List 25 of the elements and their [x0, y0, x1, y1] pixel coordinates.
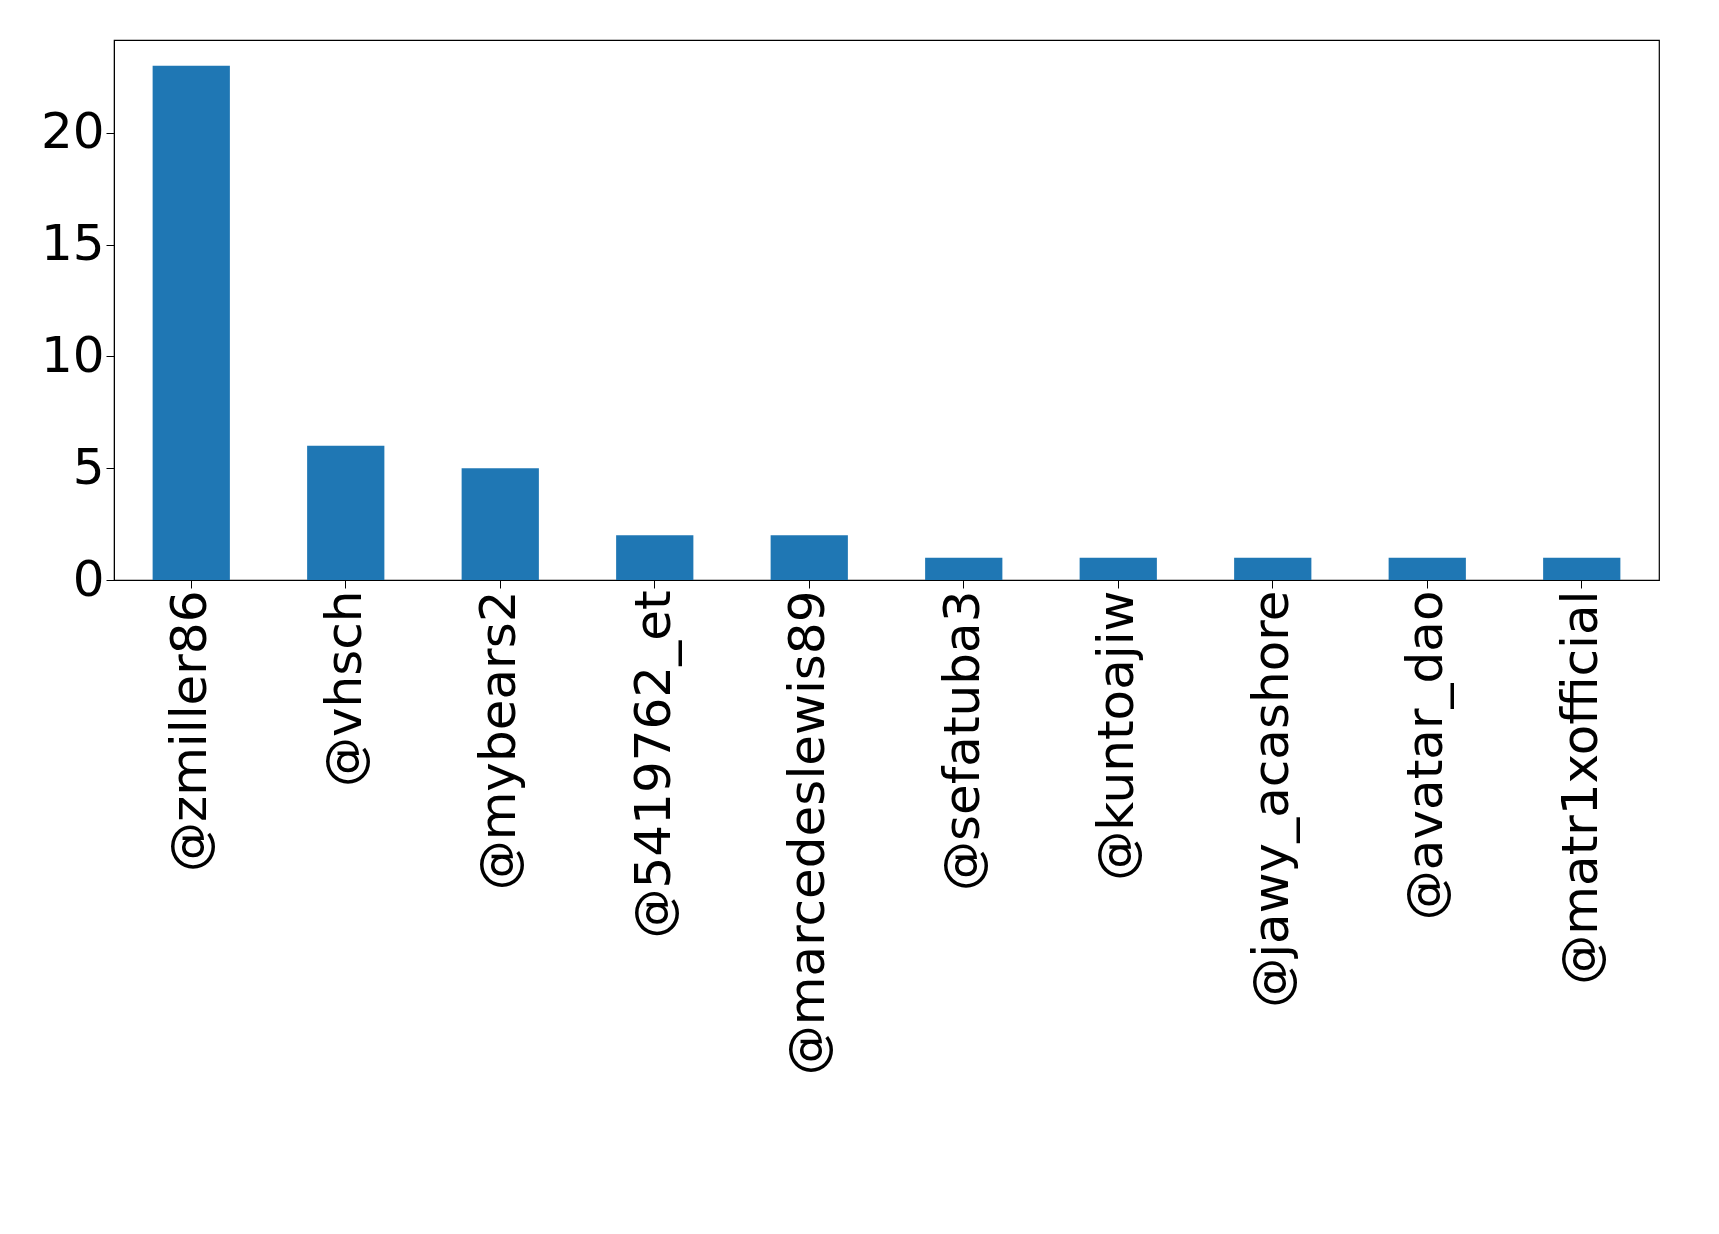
bar: [1079, 557, 1157, 580]
bar: [1234, 557, 1312, 580]
bar: [616, 535, 694, 580]
y-tick-label: 15: [40, 214, 105, 273]
bar: [925, 557, 1003, 580]
bar: [770, 535, 848, 580]
x-tick-label: @vhsch: [314, 590, 373, 788]
x-tick-label: @zmiller86: [160, 590, 219, 873]
bar: [1388, 557, 1466, 580]
x-tick-label: @mybears2: [469, 590, 528, 891]
x-tick-label: @sefatuba3: [932, 590, 991, 892]
x-tick-label: @matr1xofficial: [1550, 590, 1609, 985]
x-tick-label: @5419762_et: [623, 590, 682, 939]
x-tick-label: @kuntoajiw: [1087, 590, 1146, 881]
x-tick-label: @avatar_dao: [1396, 590, 1455, 921]
bar: [461, 468, 539, 580]
x-tick-label: @jawy_acashore: [1241, 590, 1300, 1008]
bar: [1543, 557, 1621, 580]
y-tick-label: 0: [72, 549, 105, 608]
x-tick-label: @marcedeslewis89: [778, 590, 837, 1076]
y-tick-label: 5: [72, 437, 105, 496]
bar: [152, 65, 230, 580]
bar: [307, 445, 385, 580]
y-tick-label: 20: [40, 102, 105, 161]
y-tick-label: 10: [40, 325, 105, 384]
